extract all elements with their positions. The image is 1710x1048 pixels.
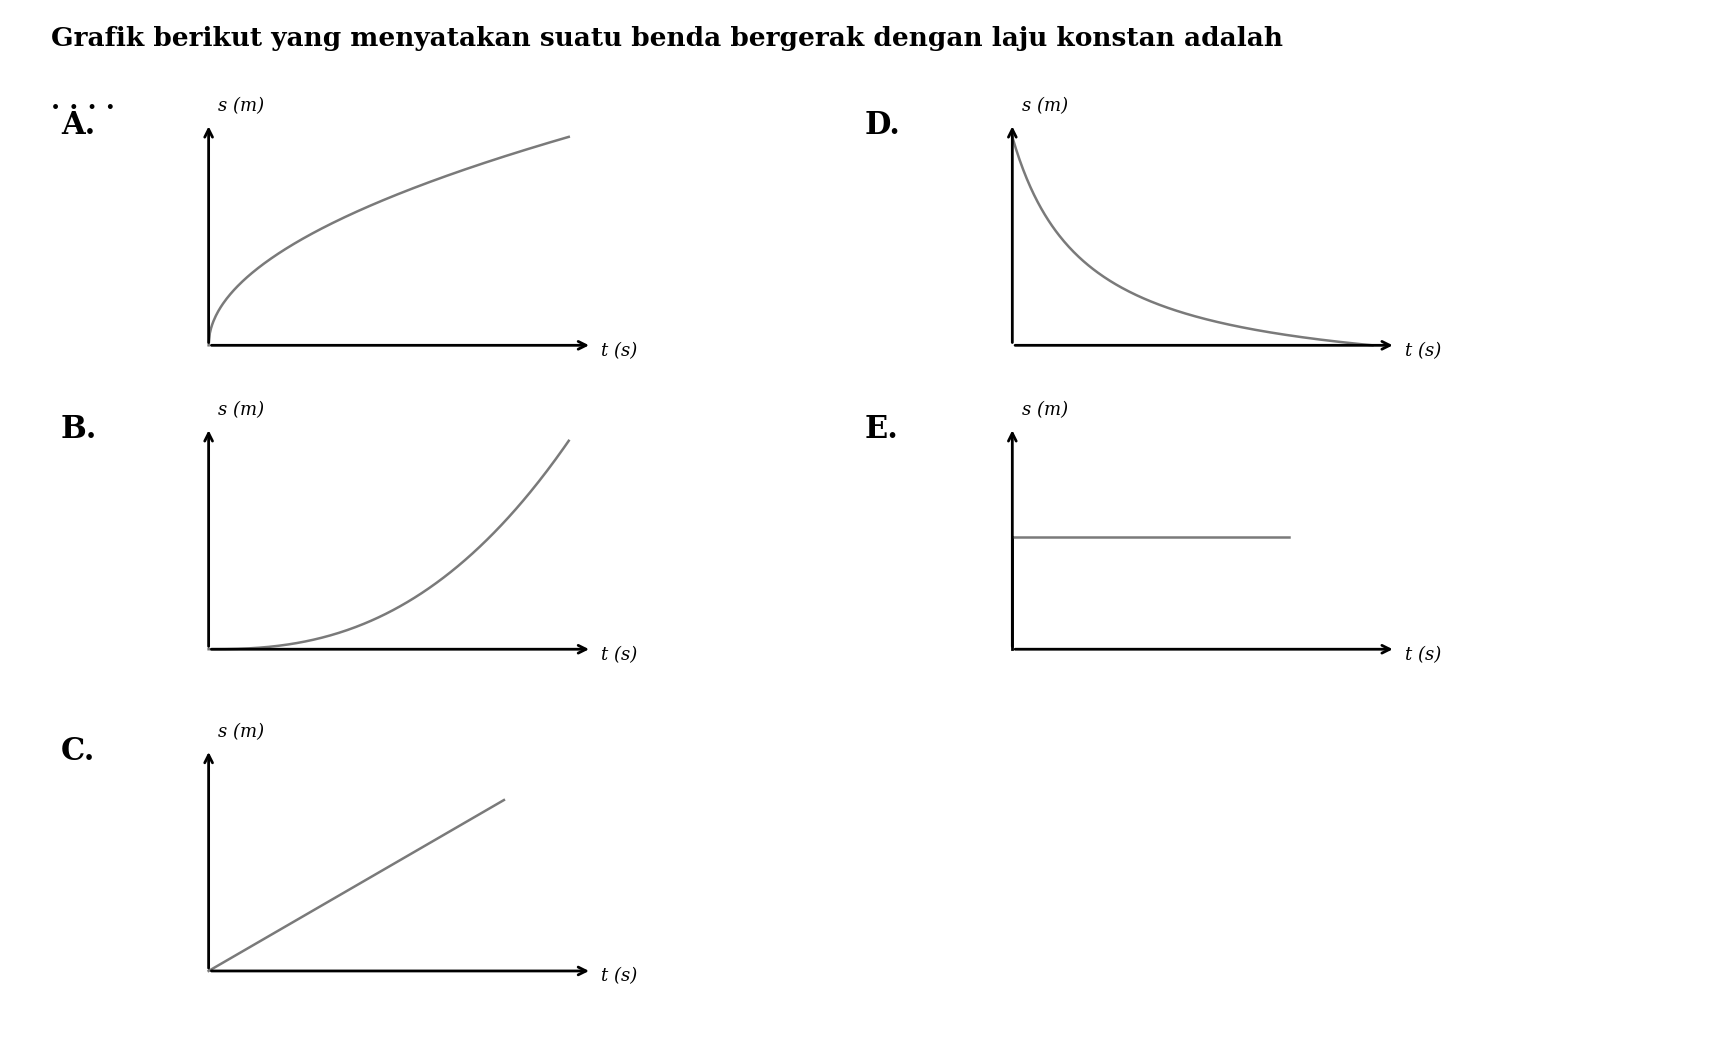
Text: A.: A. <box>62 110 96 141</box>
Text: s (m): s (m) <box>1021 97 1067 115</box>
Text: s (m): s (m) <box>217 723 263 741</box>
Text: D.: D. <box>865 110 901 141</box>
Text: t (s): t (s) <box>1404 342 1442 359</box>
Text: C.: C. <box>62 736 96 767</box>
Text: s (m): s (m) <box>217 401 263 419</box>
Text: . . . .: . . . . <box>51 89 115 114</box>
Text: t (s): t (s) <box>602 342 638 359</box>
Text: t (s): t (s) <box>602 967 638 985</box>
Text: t (s): t (s) <box>1404 646 1442 663</box>
Text: s (m): s (m) <box>1021 401 1067 419</box>
Text: E.: E. <box>865 414 898 445</box>
Text: s (m): s (m) <box>217 97 263 115</box>
Text: B.: B. <box>62 414 97 445</box>
Text: t (s): t (s) <box>602 646 638 663</box>
Text: Grafik berikut yang menyatakan suatu benda bergerak dengan laju konstan adalah: Grafik berikut yang menyatakan suatu ben… <box>51 26 1282 51</box>
